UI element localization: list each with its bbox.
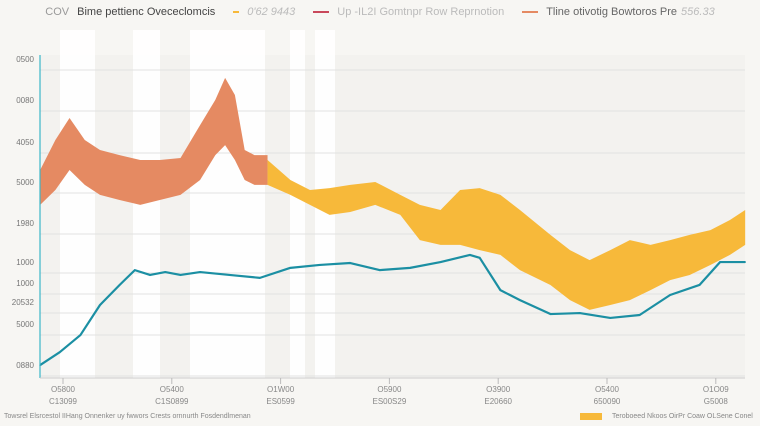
line-point <box>409 267 411 269</box>
line-point <box>259 277 261 279</box>
line-point <box>478 257 481 259</box>
line-point <box>179 274 182 276</box>
x-tick-label-bottom: 650090 <box>593 397 621 406</box>
line-point <box>519 299 521 301</box>
y-tick-label: 20532 <box>11 298 34 307</box>
line-point <box>499 289 502 291</box>
x-tick-label-bottom: ES0599 <box>266 397 295 406</box>
legend: COV Bime pettienc Ovececlomcis 0'62 9443… <box>4 4 756 20</box>
line-point <box>99 304 101 306</box>
y-tick-label: 1000 <box>16 279 34 288</box>
legend-prefix: COV <box>45 6 70 18</box>
footer-swatch <box>580 413 602 420</box>
x-tick-label-top: O5400 <box>594 385 620 394</box>
line-point <box>149 274 151 276</box>
x-tick-label-top: O3900 <box>486 385 511 394</box>
legend-item3-label: Tline otivotig Bowtoros Pre <box>546 6 678 18</box>
line-point <box>669 294 671 296</box>
legend-swatch-red <box>313 11 330 13</box>
line-point <box>609 317 612 319</box>
y-tick-label: 5000 <box>16 320 34 329</box>
band-orange <box>40 77 268 205</box>
y-tick-label: 0880 <box>16 361 34 370</box>
x-tick-label-top: O5800 <box>50 385 76 394</box>
y-tick-label: 4050 <box>16 138 34 147</box>
x-tick-label-top: O1O09 <box>702 385 729 394</box>
footer-legend-label: Teroboeed Nkoos OirPr Coaw OLSene Conel <box>612 413 753 420</box>
legend-swatch-orange <box>522 11 539 13</box>
x-tick-label-top: O5900 <box>377 385 402 394</box>
line-point <box>378 269 381 271</box>
y-tick-label: 1000 <box>16 258 34 267</box>
line-point <box>349 262 352 264</box>
line-point <box>79 334 82 336</box>
y-tick-label: 1980 <box>16 219 34 228</box>
line-point <box>118 284 121 286</box>
band-yellow <box>267 159 746 310</box>
line-point <box>698 284 701 286</box>
line-point <box>318 264 321 266</box>
line-point <box>289 267 292 269</box>
legend-item3-value: 556.33 <box>681 6 715 18</box>
line-teal <box>39 253 746 366</box>
x-tick-label-bottom: G5008 <box>703 397 728 406</box>
x-tick-label-top: O1W00 <box>267 385 295 394</box>
line-point <box>719 261 721 263</box>
line-point <box>199 271 201 273</box>
legend-item1-value: 0'62 9443 <box>247 6 296 18</box>
line-point <box>58 351 61 353</box>
y-tick-label: 0080 <box>16 96 34 105</box>
footer-note: Towsrel Elsrcestol IIHang Onnenker uy fw… <box>4 413 251 420</box>
line-point <box>744 261 746 263</box>
x-tick-label-bottom: ES00S29 <box>372 397 407 406</box>
line-point <box>549 313 552 315</box>
x-tick-label-top: O5400 <box>159 385 184 394</box>
background-column-0 <box>60 30 95 378</box>
background-column-3 <box>290 30 305 378</box>
chart-title: Bime pettienc Ovececlomcis <box>77 6 216 18</box>
line-point <box>228 274 231 276</box>
line-point <box>579 312 581 314</box>
line-point <box>134 269 136 271</box>
legend-swatch-yellow <box>233 11 240 13</box>
x-tick-label-bottom: E20660 <box>484 397 512 406</box>
x-tick-label-bottom: C1S0899 <box>155 397 189 406</box>
line-point <box>469 254 471 256</box>
x-tick-label-bottom: C13099 <box>48 397 78 406</box>
line-point <box>439 261 442 263</box>
line-point <box>164 271 167 273</box>
line-point <box>638 314 641 316</box>
legend-item2-label: Up -IL2I Gomtnpr Row Reprnotion <box>337 6 505 18</box>
y-tick-label: 5000 <box>16 178 34 187</box>
y-tick-label: 0500 <box>16 55 34 64</box>
